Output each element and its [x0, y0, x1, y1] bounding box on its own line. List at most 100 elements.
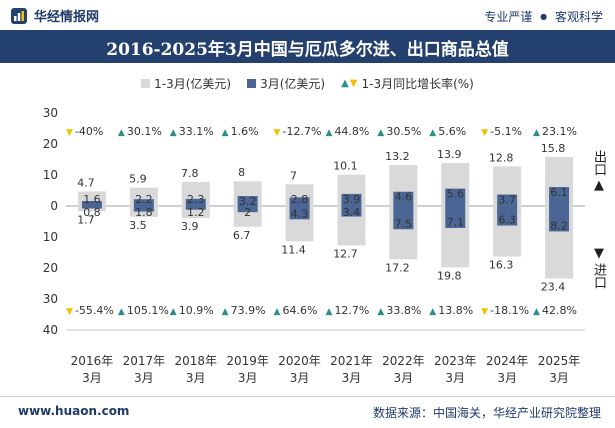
x-tick-label: 2019年 — [226, 354, 269, 368]
export-march-bar — [237, 196, 258, 206]
export-yoy-label: 33.1% — [179, 125, 214, 138]
import-march-label: 3.4 — [343, 206, 361, 219]
import-march-label: 2 — [244, 206, 251, 219]
chart-bars — [77, 157, 574, 279]
import-yoy-label: 13.8% — [438, 304, 473, 317]
up-triangle-icon: ▲ — [222, 128, 229, 138]
import-yoy-label: 64.6% — [283, 304, 318, 317]
import-cumulative-label: 3.9 — [181, 220, 199, 233]
export-cumulative-label: 13.2 — [385, 150, 410, 163]
y-tick-label: 20 — [43, 261, 58, 275]
import-march-label: 6.3 — [498, 214, 516, 227]
import-side-text: 进口 — [591, 263, 606, 289]
x-tick-label: 3月 — [445, 371, 465, 385]
x-tick-label: 2016年 — [71, 354, 114, 368]
footer-url[interactable]: www.huaon.com — [18, 404, 130, 418]
export-yoy-label: -40% — [75, 125, 103, 138]
export-cumulative-label: 5.9 — [129, 173, 147, 186]
import-cumulative-label: 19.8 — [437, 269, 462, 282]
import-march-label: 1.2 — [187, 206, 205, 219]
export-march-bar — [393, 191, 414, 206]
tag-rigorous: 专业严谨 — [484, 10, 533, 24]
x-tick-label: 2023年 — [434, 354, 477, 368]
export-cumulative-label: 7.8 — [181, 167, 199, 180]
import-cumulative-label: 23.4 — [541, 281, 566, 294]
export-march-bar — [497, 194, 518, 206]
export-yoy-label: 1.6% — [231, 125, 259, 138]
import-yoy-label: 12.7% — [334, 304, 369, 317]
up-triangle-icon: ▲ — [533, 128, 540, 138]
import-cumulative-label: 12.7 — [333, 247, 358, 260]
down-triangle-icon: ▼ — [274, 128, 281, 138]
legend-item-yoy[interactable]: ▲ ▼ 1-3月同比增长率(%) — [341, 75, 474, 92]
import-cumulative-label: 6.7 — [233, 229, 251, 242]
y-tick-label: 10 — [43, 168, 58, 182]
legend-item-cumulative[interactable]: 1-3月(亿美元) — [141, 75, 231, 92]
legend-label-yoy: 1-3月同比增长率(%) — [361, 76, 474, 91]
up-triangle-icon: ▲ — [118, 128, 125, 138]
legend-swatch-cumulative — [141, 78, 151, 88]
x-tick-label: 3月 — [134, 371, 154, 385]
down-triangle-icon: ▼ — [481, 307, 488, 317]
x-tick-label: 2020年 — [278, 354, 321, 368]
up-triangle-icon: ▲ — [118, 307, 125, 317]
import-cumulative-label: 16.3 — [489, 259, 514, 272]
export-march-label: 3.2 — [239, 195, 257, 208]
x-tick-label: 3月 — [394, 371, 414, 385]
x-tick-label: 3月 — [549, 371, 569, 385]
export-march-bar — [341, 193, 362, 206]
header-tags: 专业严谨 ● 客观科学 — [484, 8, 603, 25]
export-march-label: 3.9 — [343, 193, 361, 206]
export-march-label: 5.6 — [447, 188, 465, 201]
import-side-label: ▼ 进口 — [591, 246, 607, 289]
export-cumulative-label: 8 — [238, 166, 245, 179]
up-triangle-icon: ▲ — [325, 307, 332, 317]
import-cumulative-label: 1.7 — [77, 213, 95, 226]
up-triangle-icon: ▲ — [377, 307, 384, 317]
legend-label-march: 3月(亿美元) — [260, 76, 326, 91]
import-yoy-label: 42.8% — [542, 304, 577, 317]
import-march-bar — [549, 206, 570, 232]
export-side-label: 出口 ▲ — [591, 150, 607, 193]
legend-up-triangle-icon: ▲ — [341, 77, 349, 89]
up-triangle-icon: ▲ — [429, 307, 436, 317]
export-march-label: 6.1 — [550, 186, 568, 199]
import-march-bar — [133, 206, 154, 212]
import-cumulative-label: 11.4 — [281, 243, 306, 256]
chart-title: 2016-2025年3月中国与厄瓜多尔进、出口商品总值 — [106, 40, 509, 60]
import-march-label: 4.3 — [291, 207, 309, 220]
x-tick-label: 3月 — [497, 371, 517, 385]
tag-separator: ● — [540, 12, 548, 21]
export-march-bar — [81, 201, 102, 206]
export-cumulative-label: 4.7 — [77, 176, 95, 189]
export-yoy-label: 23.1% — [542, 125, 577, 138]
logo-text: 华经情报网 — [34, 10, 100, 25]
footer: www.huaon.com 数据来源：中国海关，华经产业研究院整理 — [0, 396, 615, 428]
import-march-bar — [497, 206, 518, 226]
import-march-bar — [237, 206, 258, 213]
legend-item-march[interactable]: 3月(亿美元) — [247, 75, 325, 92]
import-cumulative-bar — [77, 206, 106, 212]
export-march-label: 4.6 — [395, 191, 413, 204]
up-triangle-icon: ▲ — [222, 307, 229, 317]
export-cumulative-label: 10.1 — [333, 160, 358, 173]
export-march-bar — [133, 199, 154, 206]
export-cumulative-label: 7 — [290, 169, 297, 182]
legend-down-triangle-icon: ▼ — [349, 77, 358, 89]
logo[interactable]: 华经情报网 — [10, 6, 99, 25]
x-tick-label: 2025年 — [538, 354, 581, 368]
import-yoy-label: 10.9% — [179, 304, 214, 317]
import-yoy-label: 33.8% — [386, 304, 421, 317]
import-march-label: 8.2 — [550, 219, 568, 232]
x-tick-label: 3月 — [82, 371, 102, 385]
y-tick-label: 10 — [43, 230, 58, 244]
chart-legend: 1-3月(亿美元) 3月(亿美元) ▲ ▼ 1-3月同比增长率(%) — [0, 72, 615, 94]
export-cumulative-label: 13.9 — [437, 148, 462, 161]
import-yoy-label: -18.1% — [490, 304, 529, 317]
x-tick-label: 2021年 — [330, 354, 373, 368]
export-march-label: 1.6 — [83, 193, 101, 206]
x-tick-label: 2024年 — [486, 354, 529, 368]
export-march-bar — [549, 187, 570, 206]
import-march-bar — [341, 206, 362, 217]
